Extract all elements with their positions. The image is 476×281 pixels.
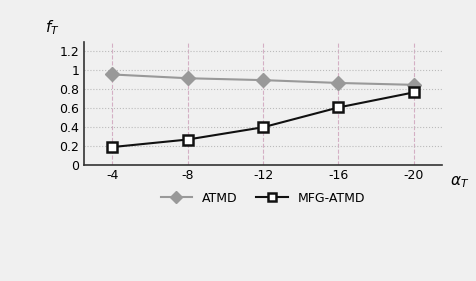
Legend: ATMD, MFG-ATMD: ATMD, MFG-ATMD bbox=[156, 187, 370, 210]
Y-axis label: $f_T$: $f_T$ bbox=[45, 18, 59, 37]
X-axis label: $\alpha_T$: $\alpha_T$ bbox=[450, 174, 470, 190]
